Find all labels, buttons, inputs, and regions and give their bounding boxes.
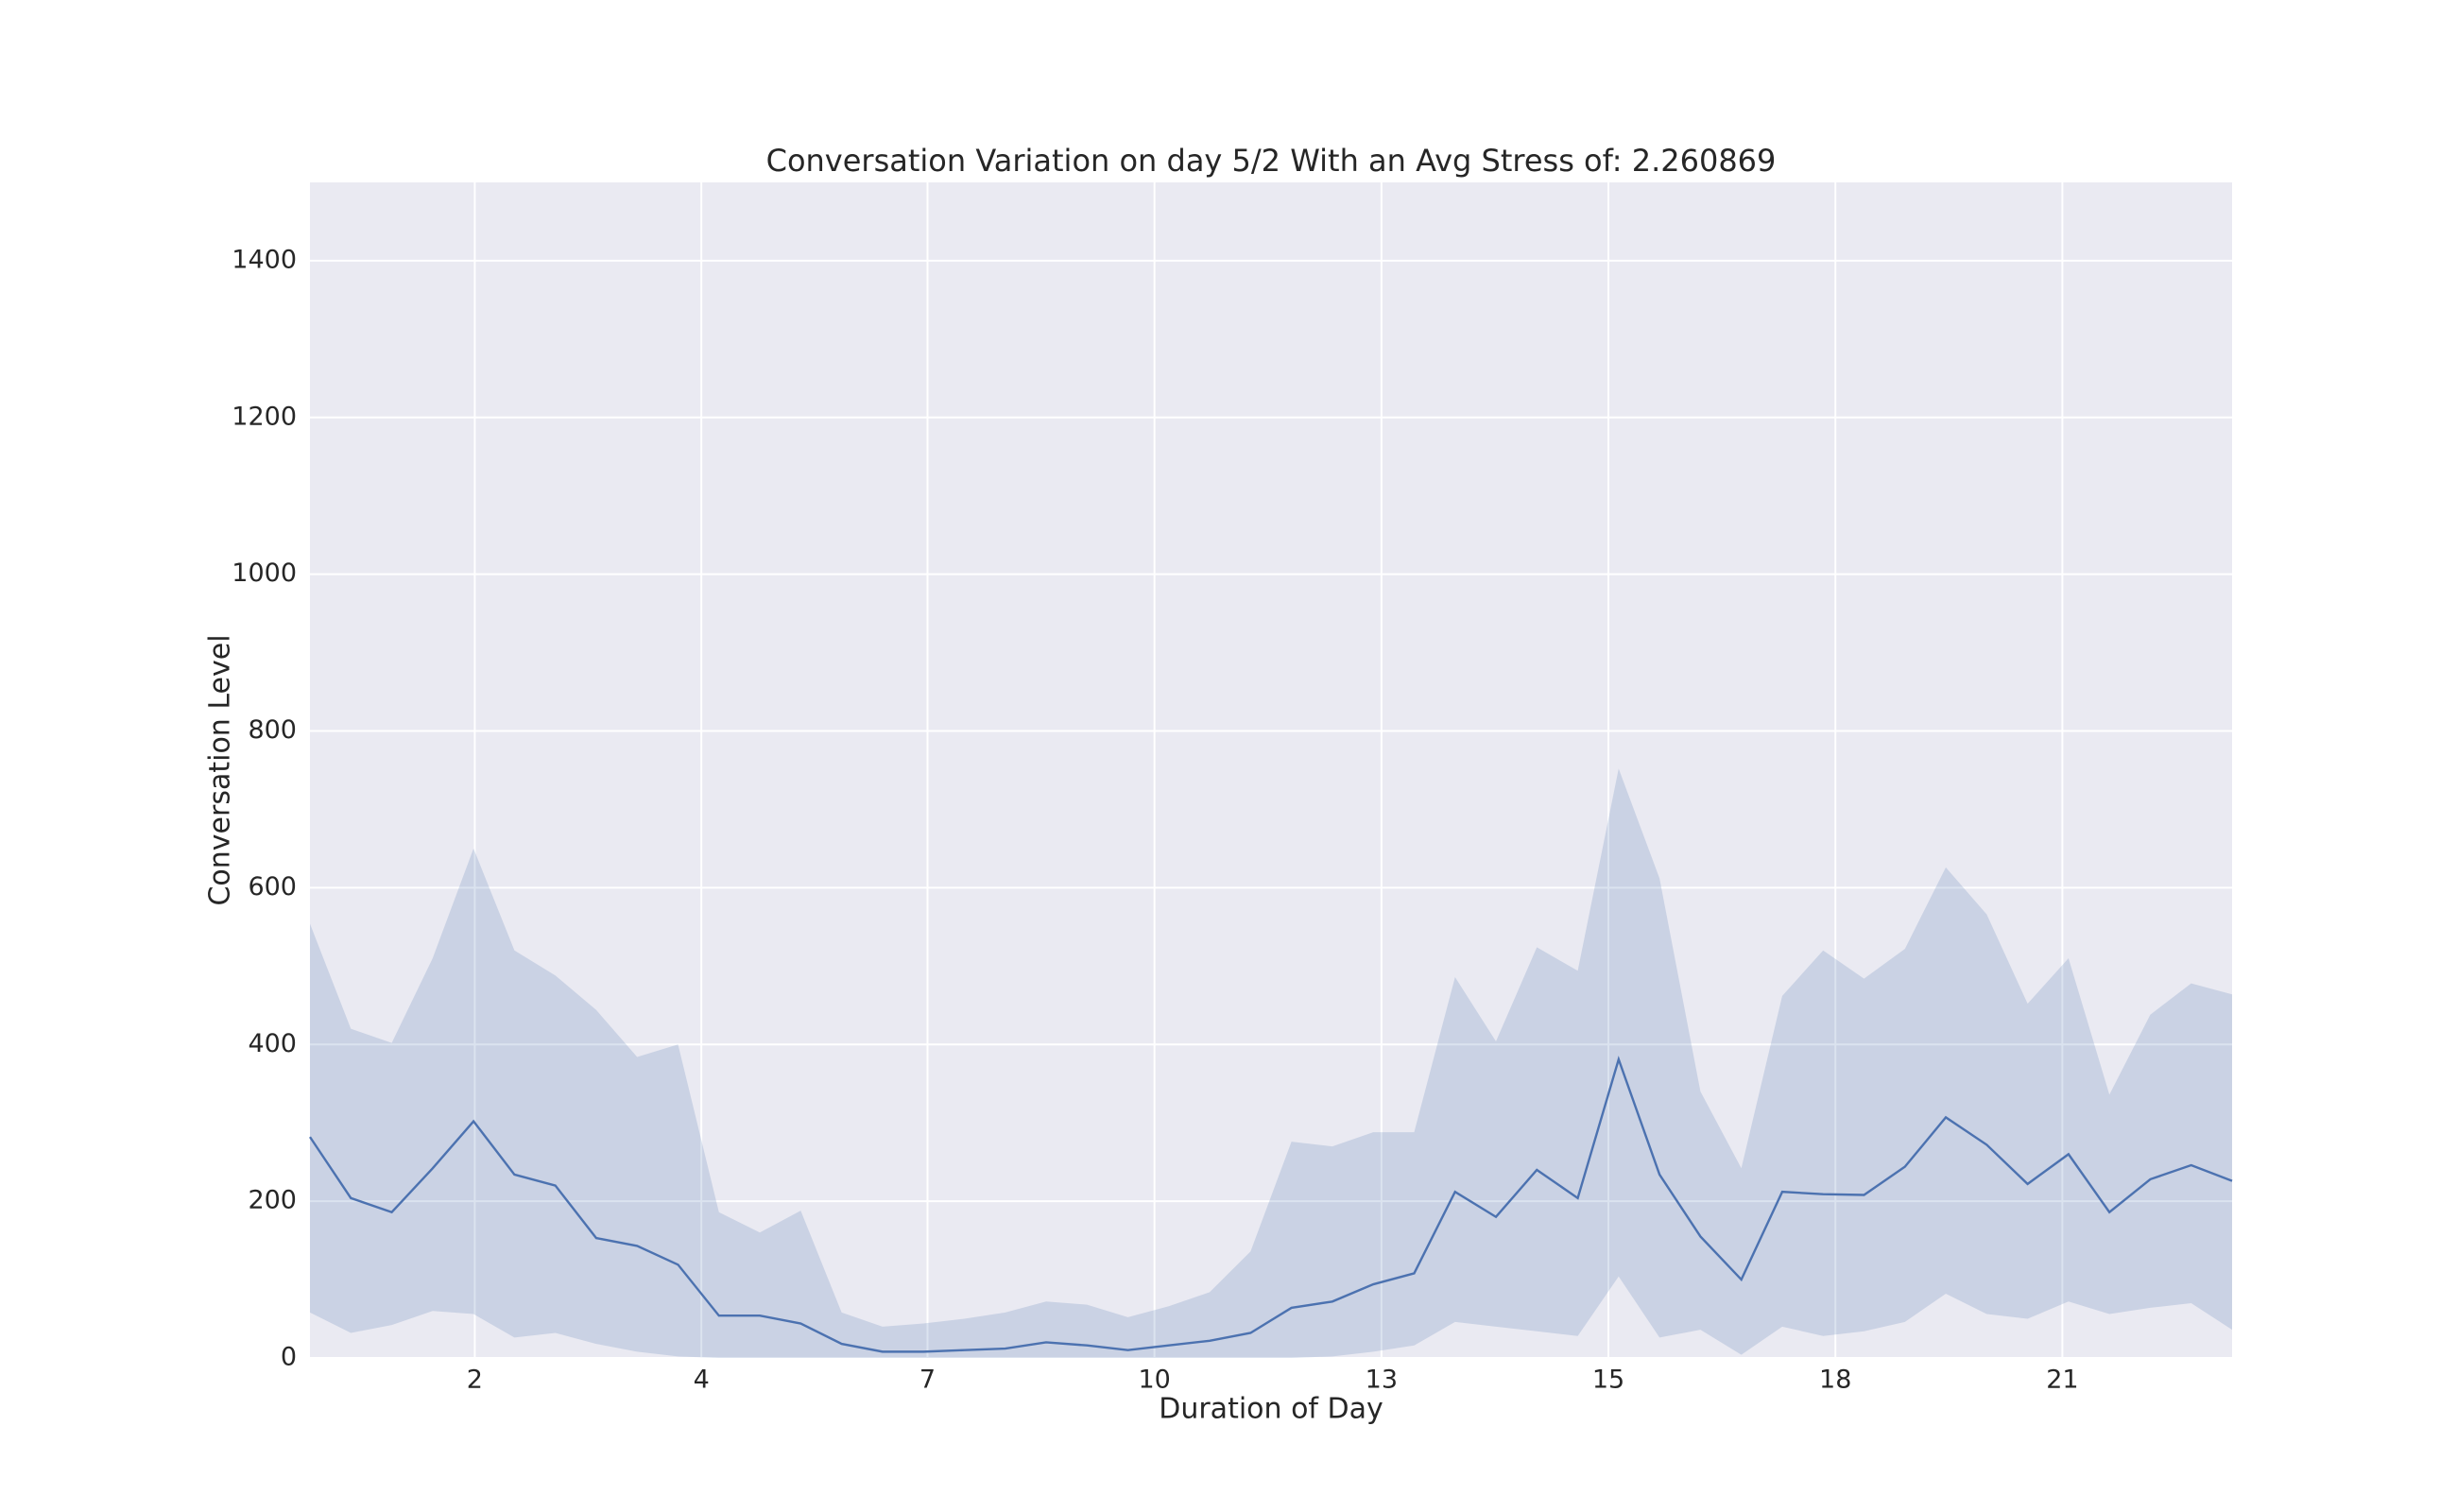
y-tick-label: 1200: [232, 402, 297, 431]
confidence-band: [310, 768, 2232, 1358]
y-tick-label: 600: [248, 872, 297, 902]
y-tick-label: 0: [281, 1343, 297, 1372]
y-tick-label: 1400: [232, 245, 297, 274]
y-tick-label: 400: [248, 1029, 297, 1058]
x-tick-label: 18: [1819, 1366, 1851, 1395]
x-tick-label: 13: [1366, 1366, 1398, 1395]
line: [309, 1056, 2233, 1353]
x-tick-label: 15: [1592, 1366, 1624, 1395]
y-axis-label: Conversation Level: [204, 634, 237, 905]
x-tick-label: 7: [919, 1366, 936, 1395]
x-tick-label: 2: [467, 1366, 483, 1395]
x-tick-label: 10: [1138, 1366, 1170, 1395]
x-tick-label: 21: [2046, 1366, 2078, 1395]
x-tick-label: 4: [694, 1366, 710, 1395]
y-tick-label: 800: [248, 715, 297, 745]
x-axis-label: Duration of Day: [1159, 1393, 1383, 1426]
chart-title: Conversation Variation on day 5/2 With a…: [766, 143, 1777, 179]
plot-background: [310, 182, 2232, 1358]
y-tick-label: 200: [248, 1186, 297, 1215]
y-tick-label: 1000: [232, 558, 297, 588]
